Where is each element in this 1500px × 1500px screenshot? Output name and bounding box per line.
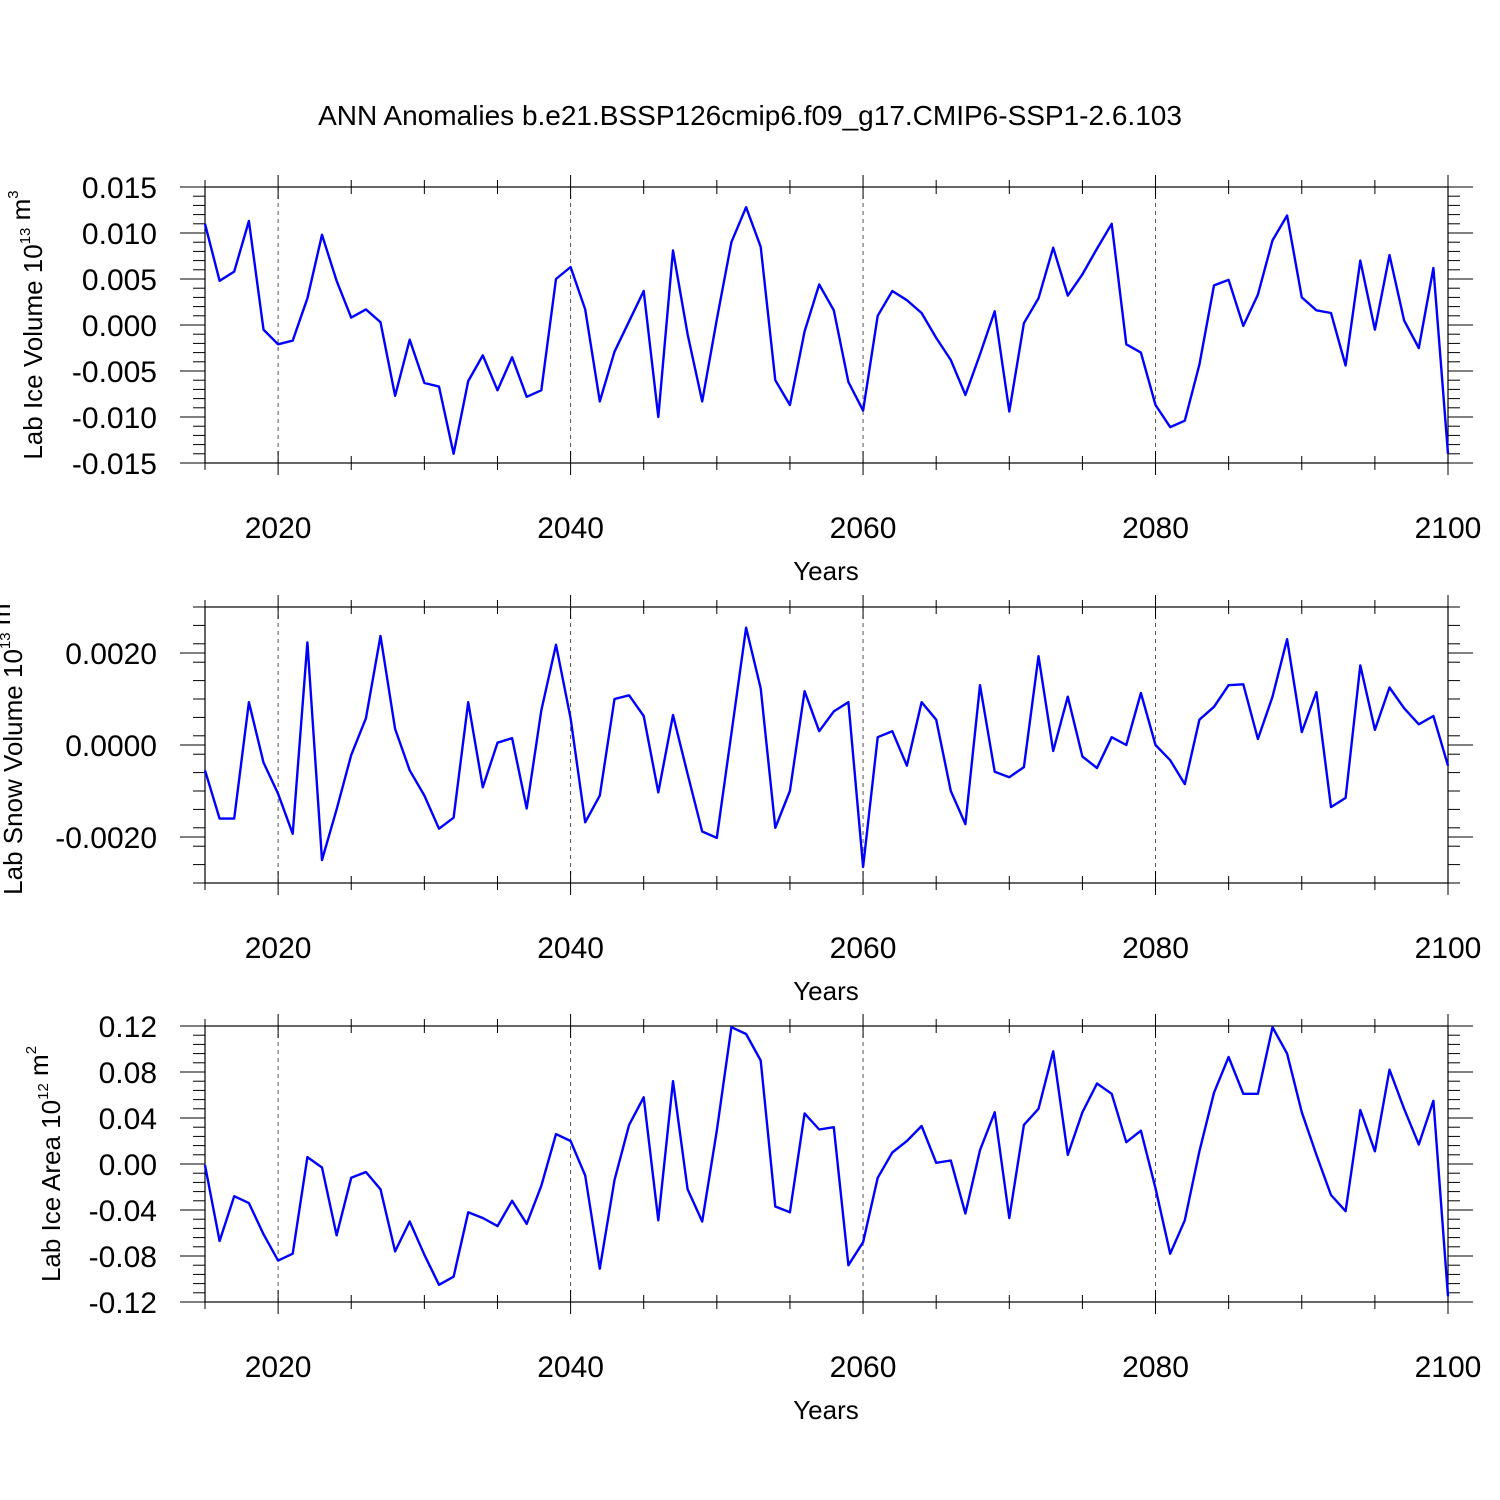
x-gridlines: [277, 187, 1157, 463]
panel-ice-area: 2020 2040 2060 2080 2100 -0.12 -0.08 -0.04 0.00 0…: [23, 1011, 1481, 1425]
y-tick-label: 0.0000: [65, 730, 157, 763]
y-axis-quantity: Lab Ice Volume: [18, 280, 48, 459]
y-tick-label: -0.005: [72, 356, 157, 389]
x-tick-label: 2020: [245, 512, 312, 545]
y-axis-unit-power: 3: [0, 595, 2, 603]
y-axis-unit-exponent: 13: [17, 228, 34, 245]
series-line: [203, 1025, 1450, 1297]
y-axis-quantity: Lab Snow Volume: [0, 685, 28, 895]
y-tick-label: 0.12: [99, 1011, 157, 1044]
x-tick-label: 2020: [245, 1351, 312, 1384]
x-tick-label: 2040: [537, 512, 604, 545]
plot-frame: [204, 606, 1449, 884]
y-tick-label: 0.015: [82, 172, 157, 205]
x-tick-label: 2060: [830, 512, 897, 545]
x-tick-label: 2100: [1415, 1351, 1482, 1384]
y-tick-label: 0.005: [82, 264, 157, 297]
y-axis-label: Lab Ice Area 1012 m2: [23, 1046, 66, 1282]
y-tick-label: 0.04: [99, 1103, 157, 1136]
series: [203, 626, 1450, 869]
x-gridlines: [277, 607, 1157, 883]
x-tick-label: 2080: [1122, 512, 1189, 545]
plot-frame: [204, 186, 1449, 464]
y-tick-label: 0.00: [99, 1149, 157, 1182]
x-tick-label: 2100: [1415, 512, 1482, 545]
x-axis-label: Years: [793, 976, 859, 1006]
y-tick-label: 0.000: [82, 310, 157, 343]
figure-title: ANN Anomalies b.e21.BSSP126cmip6.f09_g17…: [318, 100, 1182, 131]
panel-snow-volume: 2020 2040 2060 2080 2100-0.00200.00000.0020 …: [0, 595, 1481, 1006]
y-axis-unit-symbol: m: [0, 604, 16, 626]
plot-frame: [204, 1025, 1449, 1303]
y-axis-quantity: Lab Ice Area: [36, 1136, 66, 1283]
tick-labels: 2020 2040 2060 2080 2100 -0.12 -0.08 -0.04 0.00 0…: [89, 1011, 1482, 1384]
x-tick-label: 2040: [537, 932, 604, 965]
y-axis-unit-exponent: 13: [0, 632, 14, 649]
x-tick-label: 2040: [537, 1351, 604, 1384]
x-axis-label: Years: [793, 1395, 859, 1425]
ticks: [180, 175, 1473, 475]
x-tick-label: 2060: [830, 932, 897, 965]
y-axis-unit-power: 2: [23, 1046, 40, 1054]
y-axis-unit-base: 10: [18, 244, 48, 273]
y-tick-label: -0.0020: [55, 822, 157, 855]
y-tick-label: 0.010: [82, 218, 157, 251]
y-axis-label: Lab Snow Volume 1013 m3: [0, 595, 28, 895]
panel-ice-volume: 2020 2040 2060 2080 2100 -0.015 -0.010 -0.005 0.…: [5, 172, 1481, 586]
series-line: [203, 626, 1450, 869]
series-line: [203, 205, 1450, 455]
y-tick-label: -0.010: [72, 402, 157, 435]
y-tick-label: -0.08: [89, 1241, 157, 1274]
y-axis-label: Lab Ice Volume 1013 m3: [5, 190, 48, 459]
y-tick-label: 0.0020: [65, 638, 157, 671]
y-axis-unit-symbol: m: [24, 1054, 54, 1076]
tick-labels: 2020 2040 2060 2080 2100 -0.015 -0.010 -0.005 0.…: [72, 172, 1481, 545]
y-axis-unit-base: 10: [0, 649, 28, 678]
y-tick-label: -0.015: [72, 448, 157, 481]
series: [203, 205, 1450, 455]
y-axis-unit-power: 3: [5, 190, 22, 198]
x-tick-label: 2020: [245, 932, 312, 965]
y-tick-label: -0.12: [89, 1287, 157, 1320]
tick-labels: 2020 2040 2060 2080 2100 -0.0020 0.0000 0.0020: [55, 638, 1481, 965]
y-axis-unit-symbol: m: [6, 199, 36, 221]
series: [203, 1025, 1450, 1297]
y-axis-unit-base: 10: [36, 1100, 66, 1129]
x-tick-label: 2060: [830, 1351, 897, 1384]
y-axis-unit-exponent: 12: [35, 1083, 52, 1100]
y-tick-label: -0.04: [89, 1195, 157, 1228]
x-tick-label: 2080: [1122, 932, 1189, 965]
x-tick-label: 2100: [1415, 932, 1482, 965]
x-gridlines: [277, 1026, 1157, 1302]
y-tick-label: 0.08: [99, 1057, 157, 1090]
ticks: [180, 1014, 1473, 1314]
x-axis-label: Years: [793, 556, 859, 586]
x-tick-label: 2080: [1122, 1351, 1189, 1384]
ticks: [180, 595, 1473, 895]
